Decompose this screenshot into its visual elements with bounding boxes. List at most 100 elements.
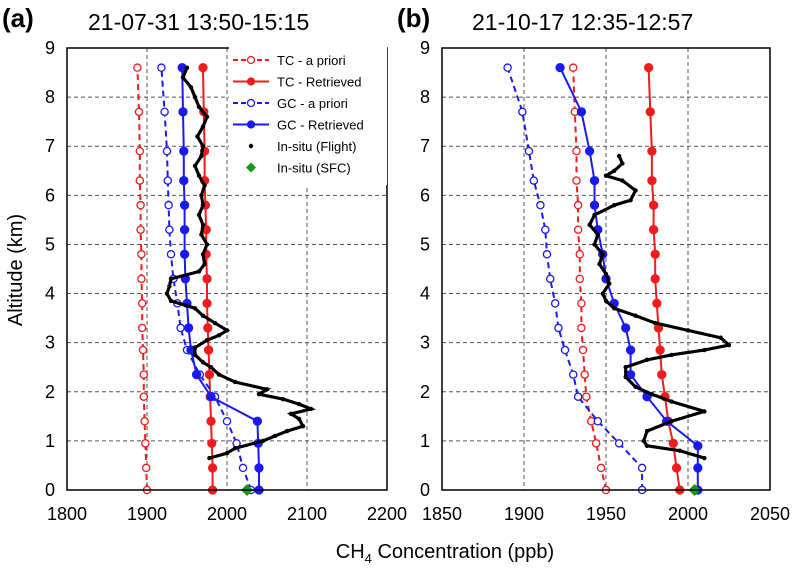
tc-retrieved-point [647, 175, 657, 186]
gc-retrieved-point [589, 175, 600, 186]
tc-retrieved-point [203, 345, 214, 355]
y-tick-label: 9 [45, 38, 55, 58]
legend-label: In-situ (Flight) [277, 139, 356, 154]
x-tick-label: 1800 [47, 504, 87, 524]
gc-retrieved-point [179, 200, 190, 210]
tc-a-priori-point [575, 250, 585, 259]
tc-retrieved-point [657, 369, 667, 380]
x-tick-label: 1900 [127, 504, 167, 524]
legend-marker-symbol [246, 77, 256, 86]
gc-a-priori-point [614, 439, 624, 448]
y-tick-label: 2 [420, 382, 430, 402]
gc-retrieved-point [576, 107, 587, 117]
legend-label: TC - a priori [277, 53, 346, 68]
gc-a-priori-point [157, 63, 166, 72]
tc-a-priori-point [578, 345, 588, 355]
gc-retrieved-point [693, 441, 703, 451]
legend-marker-symbol [246, 98, 256, 108]
y-tick-label: 2 [45, 382, 55, 402]
gc-a-priori-point [560, 345, 570, 355]
tc-a-priori-point [575, 274, 585, 284]
x-tick-label: 2200 [367, 504, 407, 524]
gc-a-priori-point [524, 146, 534, 156]
legend-label: GC - a priori [277, 96, 348, 111]
gc-a-priori-point [238, 463, 248, 473]
gc-a-priori-point [163, 176, 173, 185]
y-tick-label: 7 [420, 136, 430, 156]
tc-a-priori-point [137, 250, 146, 259]
x-axis-label-prefix: CH [336, 541, 365, 563]
gc-a-priori-point [162, 146, 172, 156]
y-tick-label: 3 [45, 333, 55, 353]
tc-a-priori-point [572, 176, 581, 185]
x-tick-label: 2000 [207, 504, 247, 524]
gc-a-priori-point [165, 225, 174, 234]
y-tick-label: 4 [45, 284, 55, 304]
tc-retrieved-point [206, 416, 216, 426]
legend-marker-symbol [246, 55, 256, 65]
x-axis-label-subscript: 4 [365, 551, 372, 566]
gc-retrieved-point [252, 416, 263, 426]
tc-retrieved-point [203, 323, 213, 333]
tc-a-priori-line [572, 67, 607, 491]
legend-item: TC - a priori [233, 53, 346, 68]
gc-a-priori-point [550, 299, 560, 308]
tc-a-priori-point [137, 299, 147, 308]
tc-a-priori-point [140, 416, 149, 426]
y-tick-label: 5 [45, 234, 55, 254]
gc-a-priori-point [573, 392, 583, 401]
gc-a-priori-point [518, 107, 527, 117]
gc-retrieved-point [183, 323, 194, 333]
legend-label: TC - Retrieved [277, 75, 362, 90]
tc-a-priori-point [136, 200, 145, 210]
tc-retrieved-point [198, 62, 208, 73]
panel-a-plot: 1800 1900 2000 2100 2200 0 1 2 3 4 5 6 7 8 9 [45, 38, 407, 524]
x-tick-label: 1850 [422, 504, 462, 524]
gc-retrieved-point [179, 249, 190, 259]
legend-item: TC - Retrieved [233, 75, 362, 90]
panel-a-label: (a) [2, 3, 34, 33]
y-tick-label: 0 [420, 480, 430, 500]
y-axis-label: Altitude (km) [5, 214, 27, 326]
tc-a-priori-point [141, 463, 151, 473]
gc-a-priori-point [568, 370, 578, 379]
flight-trace [165, 66, 317, 460]
tc-a-priori-point [573, 200, 583, 210]
legend: TC - a priori TC - Retrieved GC - a priori… [229, 45, 387, 185]
tc-a-priori-point [134, 107, 144, 117]
gc-retrieved-point [179, 175, 189, 186]
gc-retrieved-point [555, 62, 565, 73]
gc-a-priori-point [637, 463, 647, 473]
x-axis-label-suffix: Concentration (ppb) [372, 541, 554, 563]
gc-retrieved-point [584, 146, 595, 156]
panel-b-title: 21-10-17 12:35-12:57 [472, 9, 693, 35]
tc-a-priori-point [580, 370, 589, 379]
gc-a-priori-point [160, 107, 169, 117]
gc-retrieved-point [254, 463, 264, 473]
legend-item: GC - a priori [233, 96, 348, 111]
panel-b-plot: 1850 1900 1950 2000 2050 0 1 2 3 4 5 6 7 8 9 [420, 38, 790, 524]
y-tick-label: 4 [420, 284, 430, 304]
y-tick-label: 9 [420, 38, 430, 58]
legend-item: GC - Retrieved [233, 118, 364, 133]
y-tick-label: 1 [45, 431, 55, 451]
gc-retrieved-point [179, 225, 190, 235]
legend-label: In-situ (SFC) [277, 161, 351, 176]
flight-trace [587, 154, 733, 460]
gc-retrieved-point [693, 463, 703, 473]
tc-a-priori-point [139, 370, 149, 379]
gc-retrieved-point [179, 146, 189, 156]
tc-a-priori-point [577, 299, 586, 308]
gc-a-priori-point [545, 274, 555, 284]
tc-a-priori-point [582, 392, 591, 401]
x-axis-label: CH4 Concentration (ppb) [336, 541, 554, 566]
gc-retrieved-point [589, 200, 600, 210]
y-tick-label: 8 [420, 87, 430, 107]
legend-marker-symbol [246, 120, 256, 129]
y-tick-label: 3 [420, 333, 430, 353]
tc-a-priori-point [596, 463, 606, 473]
y-tick-label: 6 [45, 185, 55, 205]
tc-retrieved-point [204, 369, 215, 380]
y-tick-label: 8 [45, 87, 55, 107]
